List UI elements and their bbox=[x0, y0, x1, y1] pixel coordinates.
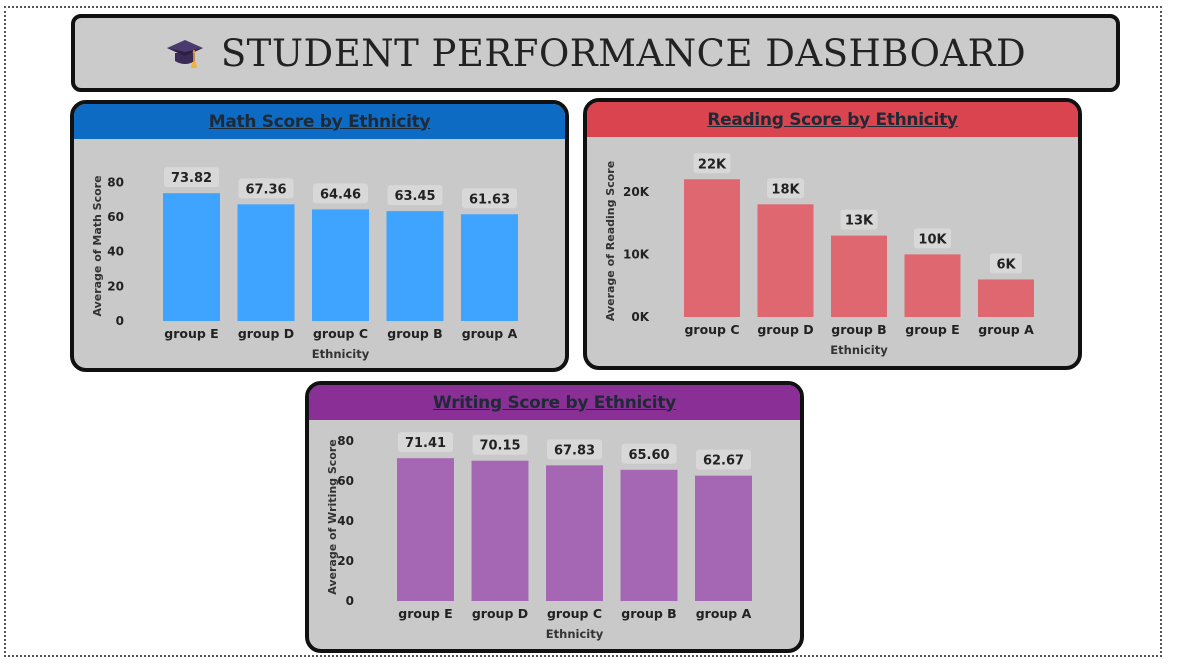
writing-chart-header: Writing Score by Ethnicity bbox=[309, 385, 800, 420]
dashboard-frame bbox=[4, 6, 1162, 657]
writing-chart-title: Writing Score by Ethnicity bbox=[433, 392, 676, 413]
writing-data-label: 70.15 bbox=[479, 439, 520, 454]
writing-data-label: 67.83 bbox=[554, 443, 595, 458]
reading-data-label: 6K bbox=[996, 257, 1016, 272]
reading-bar[interactable] bbox=[831, 235, 887, 317]
math-bar[interactable] bbox=[312, 209, 369, 321]
math-data-label-bg bbox=[313, 183, 368, 204]
reading-bar[interactable] bbox=[904, 254, 961, 317]
writing-ytick-label: 60 bbox=[337, 474, 354, 488]
writing-ytick-label: 40 bbox=[337, 514, 354, 528]
math-category-label: group D bbox=[238, 326, 294, 341]
reading-ytick-label: 20K bbox=[623, 185, 650, 199]
writing-x-axis-label: Ethnicity bbox=[546, 627, 604, 641]
graduation-cap-icon bbox=[165, 33, 205, 73]
math-bar[interactable] bbox=[461, 214, 518, 321]
math-data-label: 64.46 bbox=[320, 187, 361, 202]
reading-data-label-bg bbox=[914, 228, 951, 249]
math-bar[interactable] bbox=[386, 211, 444, 321]
writing-data-label-bg bbox=[547, 439, 602, 460]
math-ytick-label: 80 bbox=[107, 175, 124, 189]
math-chart-header: Math Score by Ethnicity bbox=[74, 104, 565, 139]
math-category-label: group A bbox=[462, 326, 518, 341]
reading-chart-header: Reading Score by Ethnicity bbox=[587, 102, 1078, 137]
math-data-label-bg bbox=[387, 185, 443, 206]
math-data-label-bg bbox=[238, 178, 294, 199]
math-data-label-bg bbox=[462, 188, 517, 209]
math-ytick-label: 20 bbox=[107, 279, 124, 293]
writing-chart-panel: Writing Score by Ethnicity 0 20 40 60 80 Aver… bbox=[305, 381, 804, 653]
math-chart-panel: Math Score by Ethnicity 0 20 40 60 80 Average… bbox=[70, 100, 569, 372]
math-category-label: group E bbox=[164, 326, 218, 341]
page-title: STUDENT PERFORMANCE DASHBOARD bbox=[220, 31, 1027, 75]
reading-data-label: 18K bbox=[771, 182, 800, 197]
writing-category-label: group E bbox=[398, 606, 452, 621]
math-chart-title: Math Score by Ethnicity bbox=[208, 111, 431, 132]
reading-bar[interactable] bbox=[684, 179, 740, 317]
writing-ytick-label: 0 bbox=[346, 594, 354, 608]
dashboard-title-box: STUDENT PERFORMANCE DASHBOARD bbox=[71, 14, 1120, 92]
reading-chart-title: Reading Score by Ethnicity bbox=[707, 109, 958, 130]
reading-data-label: 10K bbox=[918, 232, 947, 247]
writing-data-label-bg bbox=[398, 432, 453, 453]
reading-y-axis-label: Average of Reading Score bbox=[604, 161, 617, 321]
reading-x-axis-label: Ethnicity bbox=[830, 343, 888, 357]
reading-bar[interactable] bbox=[978, 279, 1034, 317]
reading-data-label: 22K bbox=[698, 157, 727, 172]
writing-data-label-bg bbox=[696, 449, 751, 470]
reading-data-label-bg bbox=[767, 178, 804, 199]
writing-data-label: 62.67 bbox=[703, 454, 744, 469]
reading-data-label: 13K bbox=[845, 214, 874, 229]
math-bar[interactable] bbox=[163, 193, 220, 321]
writing-bar[interactable] bbox=[397, 458, 454, 601]
writing-ytick-label: 20 bbox=[337, 554, 354, 568]
writing-data-label-bg bbox=[472, 434, 528, 455]
reading-data-label-bg bbox=[840, 209, 878, 230]
writing-category-label: group B bbox=[621, 606, 676, 621]
math-data-label: 67.36 bbox=[245, 182, 286, 197]
reading-bar[interactable] bbox=[757, 204, 814, 317]
reading-ytick-label: 10K bbox=[623, 247, 650, 261]
writing-category-label: group D bbox=[472, 606, 528, 621]
writing-bar[interactable] bbox=[546, 465, 603, 601]
math-bar[interactable] bbox=[237, 204, 295, 321]
writing-category-label: group C bbox=[547, 606, 602, 621]
writing-ytick-label: 80 bbox=[337, 434, 354, 448]
reading-data-label-bg bbox=[693, 153, 731, 174]
math-category-label: group B bbox=[387, 326, 442, 341]
writing-bar[interactable] bbox=[471, 460, 529, 601]
math-ytick-label: 40 bbox=[107, 245, 124, 259]
reading-data-label-bg bbox=[990, 253, 1022, 274]
math-data-label-bg bbox=[164, 167, 219, 188]
math-data-label: 61.63 bbox=[469, 192, 510, 207]
reading-category-label: group D bbox=[757, 322, 813, 337]
reading-chart-svg: 0K 10K 20K Average of Reading Score 22K group… bbox=[604, 153, 1034, 357]
math-ytick-label: 0 bbox=[116, 314, 124, 328]
reading-category-label: group C bbox=[684, 322, 739, 337]
math-category-label: group C bbox=[313, 326, 368, 341]
writing-y-axis-label: Average of Writing Score bbox=[326, 439, 339, 595]
writing-category-label: group A bbox=[696, 606, 752, 621]
writing-data-label: 71.41 bbox=[405, 436, 446, 451]
reading-chart-panel: Reading Score by Ethnicity 0K 10K 20K Avera… bbox=[583, 98, 1082, 370]
math-x-axis-label: Ethnicity bbox=[312, 347, 370, 361]
reading-category-label: group E bbox=[905, 322, 959, 337]
writing-bar[interactable] bbox=[695, 475, 752, 601]
math-y-axis-label: Average of Math Score bbox=[91, 175, 104, 316]
math-data-label: 73.82 bbox=[171, 171, 212, 186]
writing-bar[interactable] bbox=[620, 469, 678, 601]
math-ytick-label: 60 bbox=[107, 210, 124, 224]
reading-category-label: group A bbox=[978, 322, 1034, 337]
math-data-label: 63.45 bbox=[394, 189, 435, 204]
writing-data-label: 65.60 bbox=[628, 448, 669, 463]
reading-ytick-label: 0K bbox=[631, 310, 649, 324]
writing-data-label-bg bbox=[621, 443, 677, 464]
reading-category-label: group B bbox=[831, 322, 886, 337]
